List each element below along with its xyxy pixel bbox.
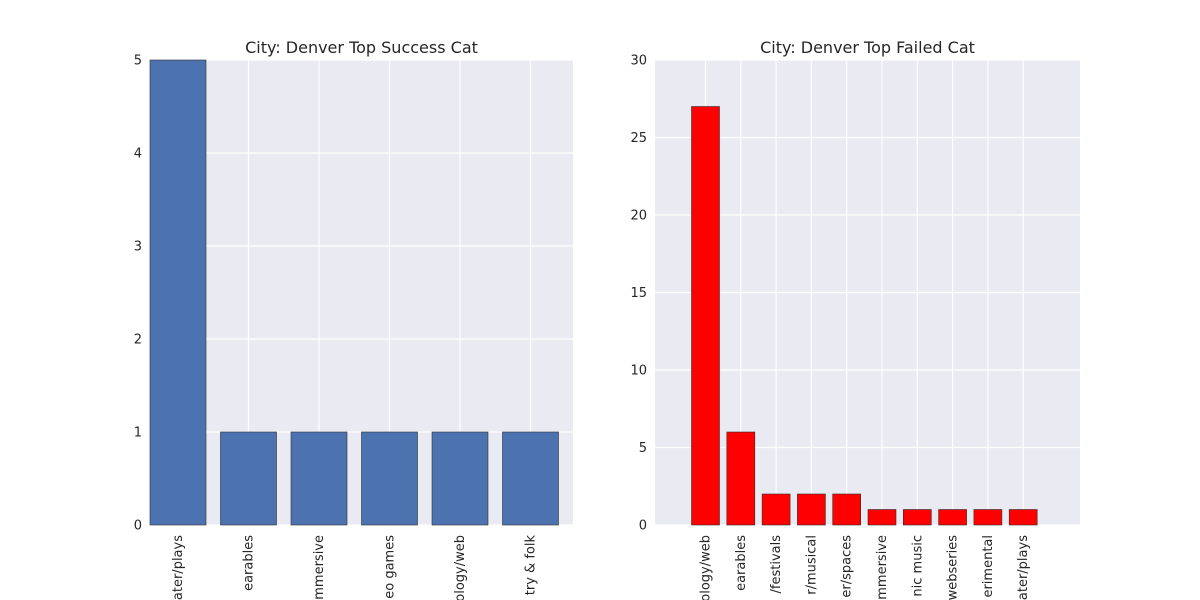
y-tick-label: 1: [134, 426, 142, 441]
y-tick-label: 30: [630, 54, 647, 69]
bar: [797, 493, 826, 526]
x-tick-label: /festivals: [769, 535, 784, 594]
x-tick-label: erimental: [981, 535, 996, 598]
bar: [361, 431, 418, 526]
x-tick-label: er/spaces: [840, 535, 855, 598]
bar: [290, 431, 348, 526]
x-tick-label: mmersive: [875, 535, 890, 600]
chart-panel-2: 0 5 10 15 20 25 30 ology/web earables/festivals r…: [630, 38, 1080, 600]
chart-panel-1: 0 1 2 3 4 5 ater/plays earables mmersive eo games…: [134, 38, 573, 600]
x-tick-label: ology/web: [453, 535, 468, 600]
x-tick-label: r/musical: [804, 535, 819, 595]
x-tick-label: earables: [734, 535, 749, 591]
bar: [149, 59, 207, 526]
y-tick-label: 0: [639, 519, 647, 534]
y-tick-label: 20: [630, 209, 647, 224]
bar: [1008, 509, 1038, 526]
x-tick-label: try & folk: [524, 535, 539, 596]
y-tick-label: 0: [134, 519, 142, 534]
bar: [220, 431, 277, 526]
y-tick-label: 10: [630, 364, 647, 379]
bar: [431, 431, 489, 526]
x-tick-label: ater/plays: [171, 535, 186, 600]
x-tick-label: ater/plays: [1016, 535, 1031, 600]
bar: [691, 106, 720, 526]
x-tick-label: nic music: [910, 535, 925, 597]
bar: [938, 509, 967, 526]
chart-title: City: Denver Top Failed Cat: [760, 38, 975, 57]
bar: [973, 509, 1003, 526]
bar: [726, 431, 756, 526]
x-tick-label: ology/web: [699, 535, 714, 600]
chart-title: City: Denver Top Success Cat: [245, 38, 478, 57]
bar: [832, 493, 862, 526]
y-tick-label: 25: [630, 131, 647, 146]
y-tick-label: 5: [134, 54, 142, 69]
y-tick-label: 15: [630, 286, 647, 301]
y-tick-label: 2: [134, 333, 142, 348]
x-tick-label: mmersive: [312, 535, 327, 600]
x-tick-label: eo games: [383, 535, 398, 599]
bar: [761, 493, 791, 526]
bar: [902, 509, 932, 526]
x-tick-label: earables: [242, 535, 257, 591]
bar: [867, 509, 897, 526]
x-tick-label: webseries: [946, 535, 961, 600]
y-tick-label: 5: [639, 441, 647, 456]
y-tick-label: 3: [134, 240, 142, 255]
bar: [502, 431, 559, 526]
y-tick-label: 4: [134, 147, 142, 162]
